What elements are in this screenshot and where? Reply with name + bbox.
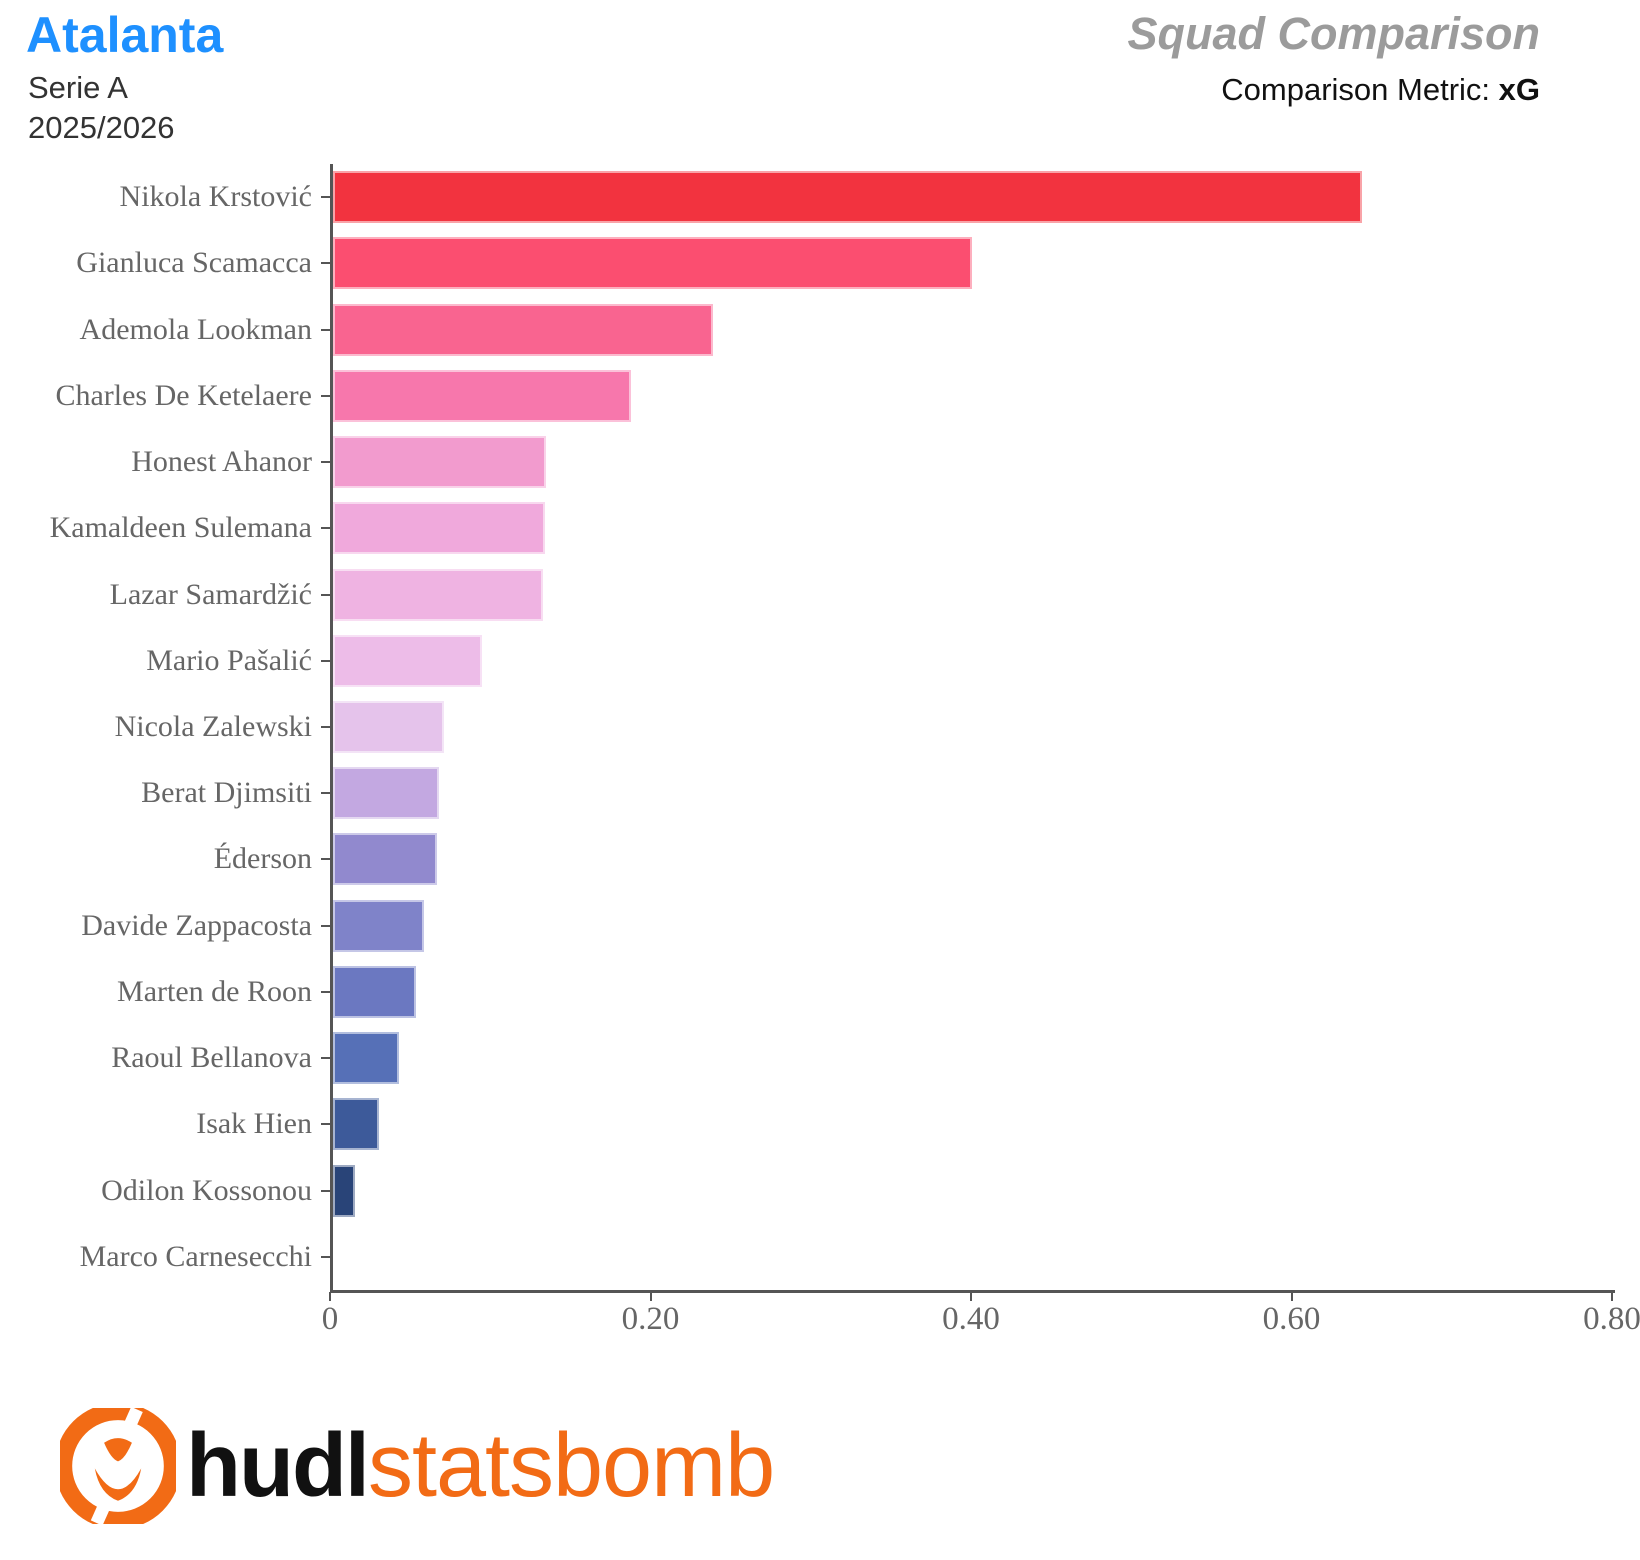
bar: [333, 1098, 380, 1151]
y-tick: [321, 1057, 330, 1060]
bar: [333, 634, 483, 687]
player-label: Marten de Roon: [117, 974, 312, 1008]
team-title: Atalanta: [26, 7, 224, 63]
player-label: Honest Ahanor: [131, 445, 312, 479]
y-tick: [321, 527, 330, 530]
y-tick: [321, 858, 330, 861]
player-label: Marco Carnesecchi: [79, 1239, 312, 1273]
player-label: Mario Pašalić: [146, 643, 312, 677]
player-label: Nikola Krstović: [119, 180, 312, 214]
x-tick: [1611, 1292, 1613, 1301]
player-label: Raoul Bellanova: [111, 1041, 312, 1075]
bar: [333, 767, 439, 820]
y-tick: [321, 262, 330, 265]
y-tick: [321, 726, 330, 728]
x-tick-label: 0.80: [1583, 1301, 1640, 1337]
x-tick-label: 0: [321, 1301, 339, 1337]
y-tick: [321, 328, 330, 331]
bar: [333, 502, 545, 555]
x-tick: [649, 1292, 652, 1301]
player-label: Berat Djimsiti: [141, 776, 312, 810]
bar: [333, 303, 713, 356]
player-label: Gianluca Scamacca: [76, 246, 312, 280]
bar: [333, 568, 543, 621]
bar: [333, 899, 425, 952]
bar: [333, 1164, 356, 1217]
y-tick: [321, 1123, 330, 1126]
x-tick: [329, 1292, 331, 1301]
player-label: Davide Zappacosta: [81, 908, 312, 942]
player-label: Éderson: [213, 842, 312, 876]
y-tick: [321, 990, 330, 993]
y-tick: [321, 394, 330, 397]
brand-statsbomb-text: statsbomb: [367, 1415, 775, 1516]
x-tick-label: 0.20: [621, 1301, 680, 1337]
bar: [333, 369, 632, 422]
y-tick: [321, 461, 330, 464]
player-label: Isak Hien: [196, 1107, 312, 1141]
y-tick: [321, 1255, 330, 1258]
bar: [333, 965, 417, 1018]
bar: [333, 1032, 399, 1085]
bar: [333, 171, 1362, 224]
y-tick: [321, 924, 330, 927]
y-tick: [321, 196, 330, 199]
y-tick: [321, 659, 330, 662]
comparison-metric-value: xG: [1498, 72, 1540, 107]
bar: [333, 436, 547, 489]
x-tick: [1290, 1292, 1293, 1301]
bar: [333, 237, 973, 290]
player-label: Nicola Zalewski: [114, 709, 312, 743]
x-tick: [970, 1292, 972, 1301]
league-label: Serie A: [28, 70, 128, 105]
bar: [333, 833, 438, 886]
season-label: 2025/2026: [28, 110, 175, 145]
player-label: Odilon Kossonou: [101, 1173, 312, 1207]
player-label: Ademola Lookman: [79, 312, 312, 346]
report-title: Squad Comparison: [1127, 8, 1540, 59]
brand-logo: hudl statsbomb: [60, 1398, 775, 1534]
player-label: Lazar Samardžić: [109, 577, 312, 611]
brand-hudl-text: hudl: [186, 1415, 370, 1516]
x-tick-label: 0.60: [1262, 1301, 1321, 1337]
hudl-globe-icon: [60, 1408, 176, 1524]
comparison-metric-label: Comparison Metric:: [1221, 72, 1499, 107]
y-tick: [321, 1189, 330, 1192]
player-label: Kamaldeen Sulemana: [49, 511, 312, 545]
player-label: Charles De Ketelaere: [55, 378, 312, 412]
plot-area: [330, 164, 1615, 1293]
comparison-metric-line: Comparison Metric: xG: [1221, 72, 1540, 108]
y-tick: [321, 792, 330, 795]
y-tick: [321, 593, 330, 596]
bar: [333, 701, 444, 753]
x-tick-label: 0.40: [942, 1301, 1000, 1337]
